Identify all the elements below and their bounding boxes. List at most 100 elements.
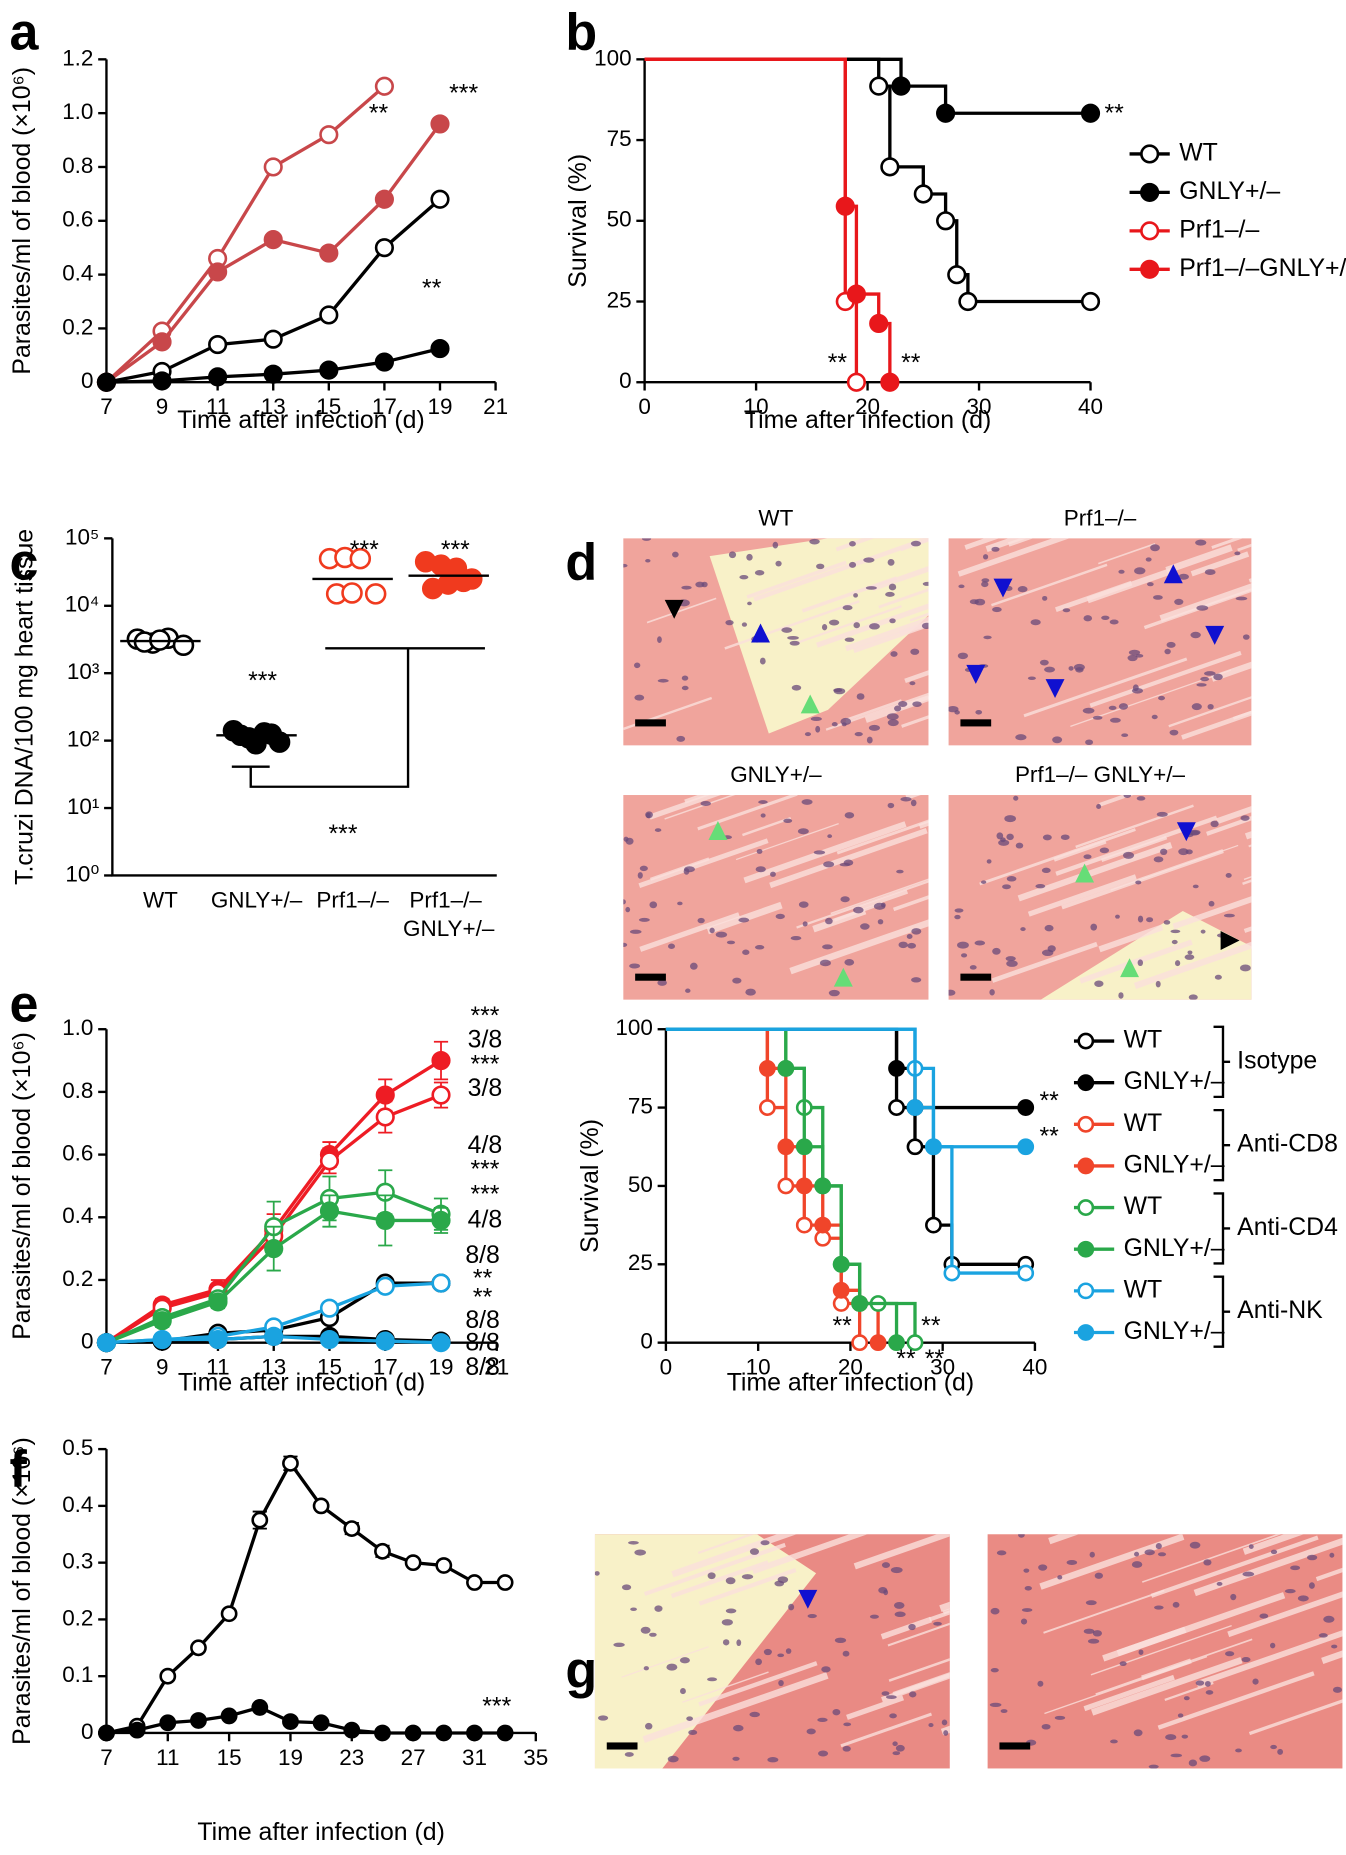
nucleus bbox=[637, 872, 643, 879]
nucleus bbox=[657, 979, 667, 986]
x-tick-label: 17 bbox=[373, 1355, 398, 1380]
x-tick-label: 7 bbox=[100, 394, 113, 419]
nucleus bbox=[1035, 883, 1046, 889]
nucleus bbox=[684, 866, 695, 873]
nucleus bbox=[840, 717, 852, 725]
scale-bar bbox=[960, 973, 992, 981]
nucleus bbox=[1013, 795, 1019, 801]
data-point bbox=[430, 114, 450, 134]
data-point bbox=[190, 1639, 207, 1657]
x-tick-label: 15 bbox=[317, 1355, 342, 1380]
significance-bracket bbox=[249, 647, 485, 788]
nucleus bbox=[1210, 820, 1219, 828]
survival-point bbox=[925, 1138, 942, 1156]
x-tick-label: 11 bbox=[206, 394, 229, 419]
histology-label: GNLY+/– bbox=[730, 762, 822, 787]
nucleus bbox=[1177, 1713, 1184, 1718]
panel-label: d bbox=[565, 533, 597, 591]
survival-point bbox=[851, 1295, 869, 1312]
x-tick-label: 9 bbox=[156, 1355, 168, 1380]
legend-label: WT bbox=[1124, 1027, 1163, 1054]
legend-brace bbox=[1213, 1275, 1231, 1348]
survival-point bbox=[814, 1216, 832, 1234]
nucleus bbox=[887, 802, 895, 809]
legend-brace bbox=[1213, 1192, 1231, 1265]
data-point bbox=[319, 1151, 340, 1171]
legend-label: Prf1–/–GNLY+/– bbox=[1179, 255, 1346, 282]
nucleus bbox=[865, 586, 877, 590]
nucleus bbox=[981, 578, 990, 583]
x-tick-label: 19 bbox=[278, 1745, 303, 1770]
nucleus bbox=[921, 622, 929, 629]
nucleus bbox=[1200, 676, 1210, 682]
fiber-edge bbox=[854, 889, 909, 912]
nucleus bbox=[1101, 615, 1110, 621]
fiber-edge bbox=[643, 1542, 786, 1596]
nucleus bbox=[911, 928, 922, 935]
legend-label: GNLY+/– bbox=[1124, 1318, 1225, 1345]
nucleus bbox=[1157, 1552, 1167, 1557]
nucleus bbox=[1195, 539, 1207, 546]
nucleus bbox=[654, 1605, 663, 1612]
nucleus bbox=[688, 1729, 698, 1736]
nucleus bbox=[806, 1728, 816, 1735]
annotation: ** bbox=[832, 1313, 852, 1340]
data-point bbox=[220, 1707, 238, 1725]
x-tick-label: 11 bbox=[206, 1355, 229, 1380]
tissue-detail bbox=[594, 1534, 950, 1769]
fiber-edge bbox=[1181, 710, 1252, 740]
data-point bbox=[374, 352, 394, 372]
y-tick-label: 0 bbox=[81, 1329, 94, 1354]
fiber-edge bbox=[1110, 844, 1239, 891]
nucleus bbox=[667, 1755, 679, 1763]
annotation: ** bbox=[1039, 1124, 1059, 1151]
nucleus bbox=[1060, 834, 1070, 840]
fiber-edge bbox=[904, 670, 929, 684]
nucleus bbox=[1015, 842, 1024, 849]
nucleus bbox=[1044, 924, 1054, 932]
fiber-edge bbox=[664, 795, 736, 820]
fiber-edge bbox=[1244, 831, 1252, 840]
annotation: *** bbox=[470, 1051, 499, 1078]
data-point bbox=[319, 243, 339, 263]
x-tick-label: 23 bbox=[339, 1745, 364, 1770]
nucleus bbox=[1199, 1755, 1211, 1762]
nucleus bbox=[1006, 876, 1017, 882]
fiber-edge bbox=[1099, 795, 1134, 807]
fiber-edge bbox=[1172, 896, 1252, 930]
nucleus bbox=[890, 651, 898, 657]
nucleus bbox=[1203, 1559, 1212, 1566]
arrowhead bbox=[751, 623, 770, 643]
nucleus bbox=[1166, 641, 1176, 648]
y-tick-label: 75 bbox=[628, 1094, 653, 1119]
nucleus bbox=[801, 799, 813, 805]
survival-point bbox=[888, 1099, 905, 1116]
fiber-edge bbox=[991, 563, 1108, 607]
fiber-edge bbox=[878, 588, 929, 609]
fiber-edge bbox=[1248, 1699, 1343, 1736]
nucleus bbox=[1190, 631, 1201, 639]
nucleus bbox=[909, 1691, 917, 1698]
nucleus bbox=[715, 931, 728, 938]
nucleus bbox=[1147, 582, 1154, 587]
annotation: ** bbox=[1105, 100, 1125, 127]
fiber-edge bbox=[697, 1534, 755, 1554]
nucleus bbox=[597, 1715, 609, 1721]
nucleus bbox=[1329, 1552, 1335, 1558]
nucleus bbox=[1235, 596, 1248, 601]
nucleus bbox=[1108, 705, 1117, 710]
nucleus bbox=[821, 1666, 831, 1673]
nucleus bbox=[746, 553, 753, 561]
nucleus bbox=[860, 923, 870, 930]
nucleus bbox=[1138, 1649, 1144, 1655]
fiber-edge bbox=[682, 1671, 769, 1703]
nucleus bbox=[975, 709, 983, 715]
nucleus bbox=[1132, 684, 1139, 692]
nucleus bbox=[802, 921, 808, 927]
fiber-edge bbox=[684, 795, 711, 804]
nucleus bbox=[818, 1750, 829, 1757]
x-tick-label: 10 bbox=[746, 1355, 771, 1380]
fiber-edge bbox=[1098, 924, 1164, 953]
survival-step bbox=[644, 57, 903, 87]
nucleus bbox=[868, 724, 881, 731]
